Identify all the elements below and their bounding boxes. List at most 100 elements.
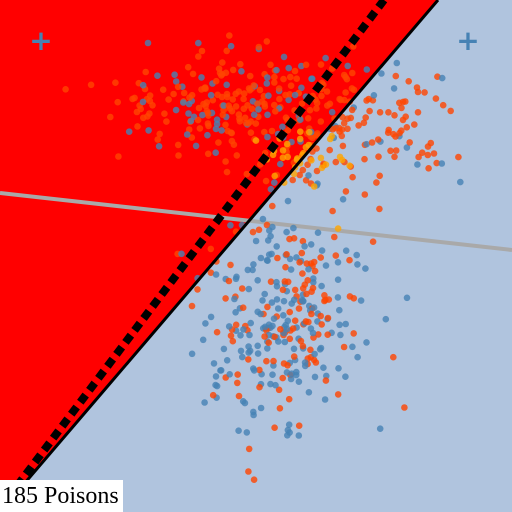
class-a-point: [307, 241, 315, 248]
class-a-point: [328, 108, 336, 116]
class-a-point: [334, 259, 342, 266]
class-a-point: [353, 251, 361, 259]
class-a-point: [259, 215, 267, 223]
class-a-point: [311, 373, 319, 381]
class-b-point: [268, 127, 276, 135]
class-a-point: [301, 362, 309, 370]
class-a-point: [267, 185, 275, 193]
class-a-point: [212, 271, 220, 278]
class-a-point: [295, 378, 303, 386]
poison-point: [310, 183, 318, 190]
class-b-point: [326, 100, 334, 108]
class-b-point: [263, 221, 271, 229]
class-a-point: [178, 250, 185, 258]
class-a-point: [154, 72, 161, 79]
class-a-point: [322, 54, 329, 62]
class-a-point: [187, 117, 195, 125]
class-a-point: [342, 247, 350, 254]
class-a-point: [275, 338, 282, 345]
class-b-point: [244, 102, 251, 109]
class-a-point: [336, 321, 343, 329]
class-a-point: [286, 255, 294, 263]
class-a-point: [265, 92, 272, 99]
class-b-point: [315, 331, 322, 338]
class-b-point: [342, 188, 350, 195]
class-b-point: [223, 168, 231, 176]
class-b-point: [222, 121, 229, 129]
class-a-point: [344, 62, 352, 70]
class-b-point: [402, 113, 410, 120]
class-a-point: [334, 294, 342, 301]
class-b-point: [401, 404, 408, 411]
class-b-point: [391, 153, 398, 161]
poison-point: [338, 156, 346, 164]
class-a-point: [403, 144, 411, 151]
class-b-point: [233, 152, 241, 159]
class-b-point: [241, 114, 249, 122]
class-b-point: [307, 346, 314, 354]
class-b-point: [363, 97, 370, 104]
class-a-point: [212, 381, 219, 389]
class-b-point: [271, 79, 278, 86]
class-b-point: [366, 107, 373, 115]
poison-point: [271, 172, 279, 180]
class-b-point: [298, 100, 306, 107]
class-a-point: [250, 408, 257, 416]
class-a-point: [322, 262, 330, 269]
class-a-point: [335, 365, 342, 372]
class-b-point: [284, 362, 291, 369]
class-b-point: [215, 139, 222, 146]
class-b-point: [222, 158, 229, 165]
class-b-point: [312, 359, 320, 366]
plus-marker-right: +: [456, 24, 479, 57]
class-b-point: [293, 75, 301, 82]
class-b-point: [329, 207, 336, 215]
class-a-point: [250, 111, 258, 118]
class-b-point: [334, 391, 342, 398]
class-b-point: [303, 290, 310, 298]
class-b-point: [398, 104, 405, 112]
class-a-point: [264, 257, 271, 265]
class-b-point: [275, 386, 283, 394]
class-a-point: [125, 128, 133, 135]
class-a-point: [337, 331, 344, 339]
class-b-point: [202, 102, 209, 110]
class-a-point: [273, 296, 281, 303]
class-a-point: [246, 331, 253, 339]
class-a-point: [238, 68, 245, 75]
class-b-point: [337, 96, 345, 104]
class-b-point: [439, 101, 447, 109]
class-b-point: [275, 85, 283, 92]
class-b-point: [355, 122, 362, 129]
class-a-point: [243, 429, 251, 436]
class-a-point: [284, 197, 292, 205]
class-a-point: [390, 85, 398, 92]
class-a-point: [257, 310, 264, 318]
class-b-point: [194, 286, 201, 293]
class-b-point: [346, 293, 354, 300]
class-b-point: [376, 172, 384, 180]
class-a-point: [314, 229, 322, 236]
class-a-point: [305, 172, 312, 179]
class-a-point: [139, 98, 147, 106]
class-a-point: [354, 261, 361, 268]
class-b-point: [361, 191, 369, 198]
class-a-point: [227, 222, 234, 229]
class-a-point: [290, 345, 298, 353]
class-b-point: [261, 128, 268, 136]
class-b-point: [348, 106, 356, 114]
class-a-point: [217, 367, 225, 374]
class-a-point: [172, 78, 180, 85]
class-b-point: [264, 303, 271, 311]
class-b-point: [214, 91, 221, 99]
class-b-point: [271, 101, 278, 109]
class-b-point: [424, 143, 432, 150]
poison-point: [346, 162, 353, 169]
class-b-point: [390, 353, 397, 361]
class-b-point: [309, 284, 317, 292]
class-b-point: [245, 468, 252, 475]
class-a-point: [241, 399, 249, 407]
class-b-point: [361, 155, 368, 163]
class-b-point: [239, 304, 247, 312]
